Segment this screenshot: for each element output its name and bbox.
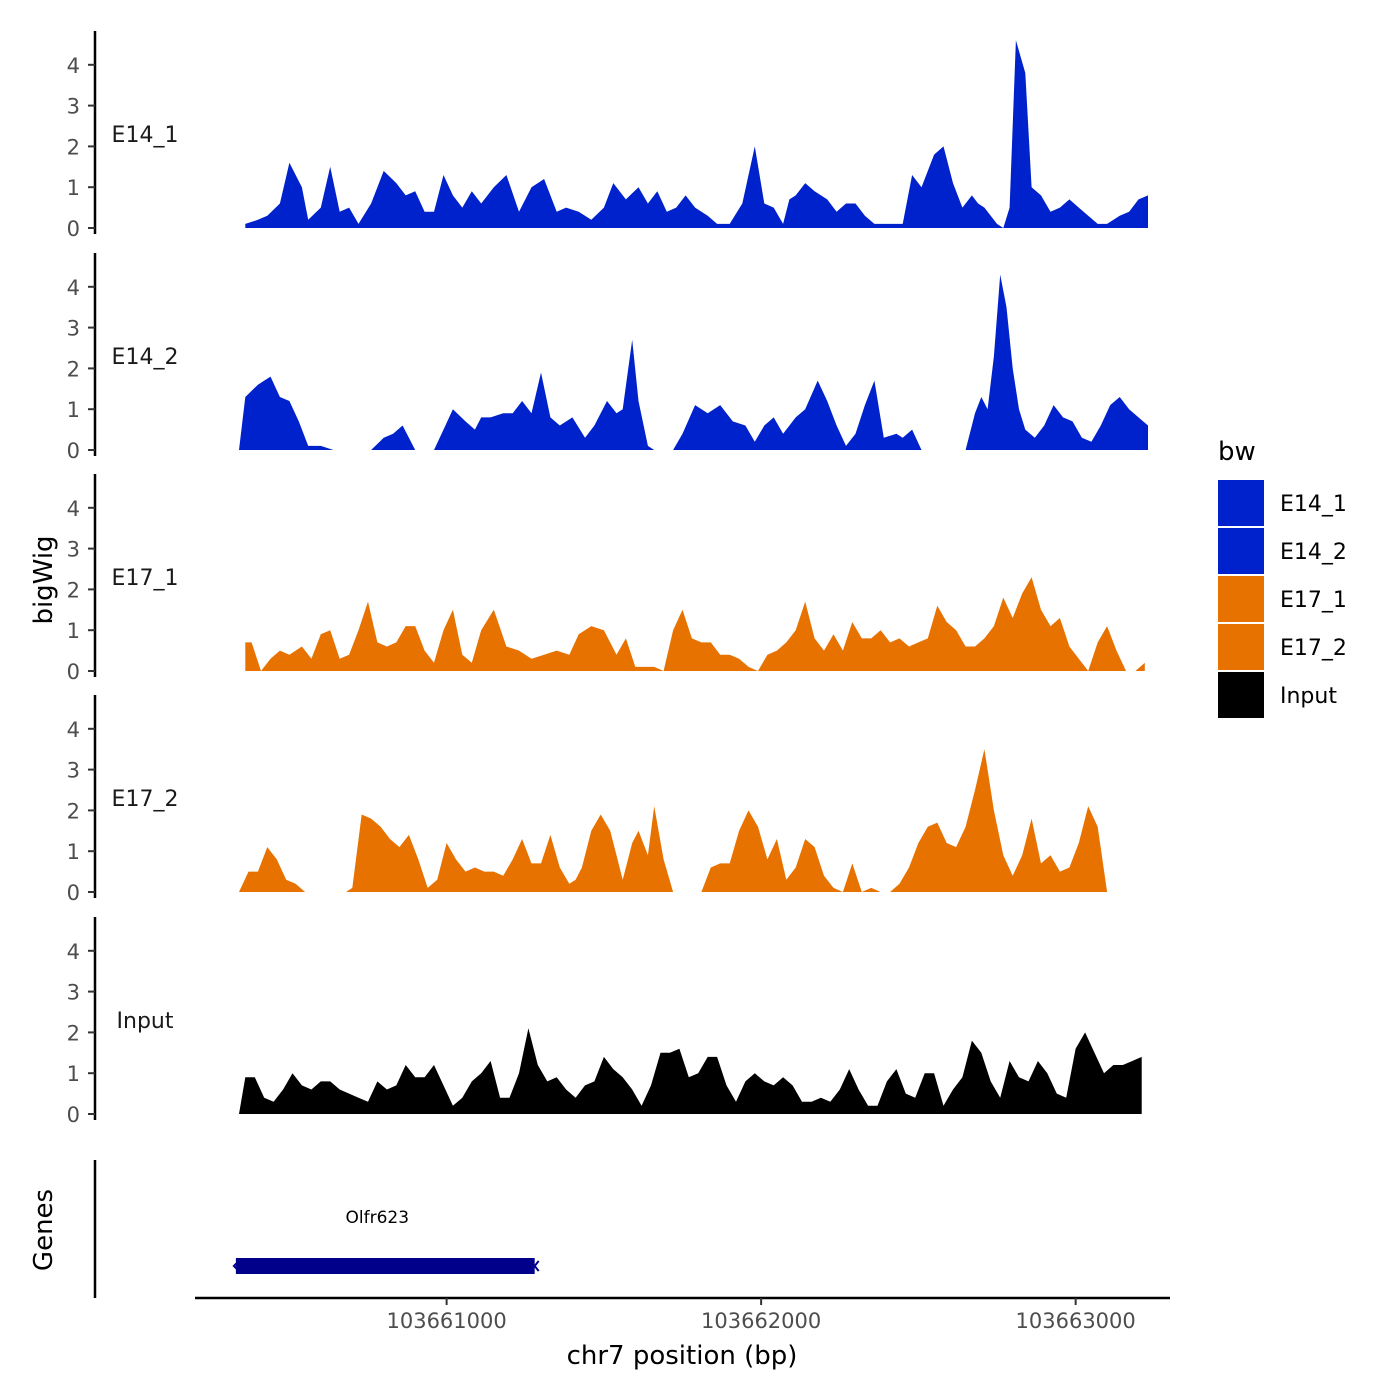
y-tick-label: 1: [67, 840, 80, 864]
y-tick-label: 2: [67, 1021, 80, 1045]
y-tick-label: 0: [67, 881, 80, 905]
y-tick-label: 0: [67, 439, 80, 463]
signal-area-e17-1: [245, 577, 1145, 671]
gene-strand-mark: [232, 1259, 241, 1273]
y-tick-label: 2: [67, 135, 80, 159]
legend-label: E17_2: [1280, 636, 1347, 661]
track-label: Input: [117, 1009, 174, 1034]
track-label: E14_2: [112, 345, 179, 370]
signal-area-e17-2: [239, 749, 1145, 892]
legend-title: bw: [1218, 437, 1256, 467]
track-label: E17_1: [112, 566, 179, 591]
track-panel-input: 0 1 2 3 4 Input: [67, 917, 1142, 1127]
y-tick-label: 4: [67, 276, 80, 300]
gene-strand-mark: [529, 1260, 540, 1272]
y-tick-label: 1: [67, 619, 80, 643]
x-tick-label: 103661000: [386, 1309, 506, 1333]
genes-track: Olfr623: [93, 1160, 540, 1298]
x-axis: 103661000 103662000 103663000: [195, 1296, 1170, 1333]
legend-label: Input: [1280, 684, 1337, 709]
y-tick-label: 3: [67, 981, 80, 1005]
y-tick-label: 2: [67, 357, 80, 381]
y-tick-label: 3: [67, 317, 80, 341]
signal-area-e14-1: [245, 40, 1149, 228]
legend-swatch: [1218, 480, 1264, 526]
genes-axis-label: Genes: [29, 1189, 59, 1271]
gene-label: Olfr623: [346, 1208, 410, 1228]
legend: bw E14_1 E14_2 E17_1 E17_2 Input: [1218, 437, 1347, 718]
x-axis-label: chr7 position (bp): [567, 1341, 798, 1371]
legend-swatch: [1218, 624, 1264, 670]
track-panel-e14-1: 0 1 2 3 4 E14_1: [67, 31, 1149, 241]
y-tick-label: 2: [67, 799, 80, 823]
y-tick-label: 3: [67, 759, 80, 783]
y-tick-label: 0: [67, 660, 80, 684]
signal-area-input: [239, 1028, 1142, 1114]
y-tick-label: 3: [67, 95, 80, 119]
y-tick-label: 2: [67, 578, 80, 602]
y-axis-label: bigWig: [29, 535, 59, 624]
y-tick-label: 3: [67, 538, 80, 562]
y-tick-label: 4: [67, 718, 80, 742]
legend-label: E17_1: [1280, 588, 1347, 613]
signal-area-e14-2: [239, 274, 1148, 450]
track-panel-e14-2: 0 1 2 3 4 E14_2: [67, 253, 1148, 463]
legend-swatch: [1218, 672, 1264, 718]
legend-label: E14_2: [1280, 540, 1347, 565]
legend-items: E14_1 E14_2 E17_1 E17_2 Input: [1218, 480, 1347, 718]
y-tick-label: 4: [67, 497, 80, 521]
track-panels: 0 1 2 3 4 E14_1 0 1 2 3 4 E14_2 0 1 2 3 4 E17_1 0 1 2 3 4 E17_2…: [67, 31, 1149, 1127]
y-tick-label: 1: [67, 1062, 80, 1086]
legend-swatch: [1218, 528, 1264, 574]
x-tick-label: 103663000: [1016, 1309, 1136, 1333]
x-tick-label: 103662000: [701, 1309, 821, 1333]
y-tick-label: 0: [67, 217, 80, 241]
y-tick-label: 0: [67, 1103, 80, 1127]
track-label: E14_1: [112, 123, 179, 148]
track-panel-e17-1: 0 1 2 3 4 E17_1: [67, 474, 1145, 684]
legend-swatch: [1218, 576, 1264, 622]
gene-body: [235, 1258, 535, 1274]
y-tick-label: 4: [67, 54, 80, 78]
track-label: E17_2: [112, 787, 179, 812]
legend-label: E14_1: [1280, 492, 1347, 517]
y-tick-label: 1: [67, 176, 80, 200]
y-tick-label: 1: [67, 398, 80, 422]
track-panel-e17-2: 0 1 2 3 4 E17_2: [67, 695, 1145, 905]
y-tick-label: 4: [67, 940, 80, 964]
